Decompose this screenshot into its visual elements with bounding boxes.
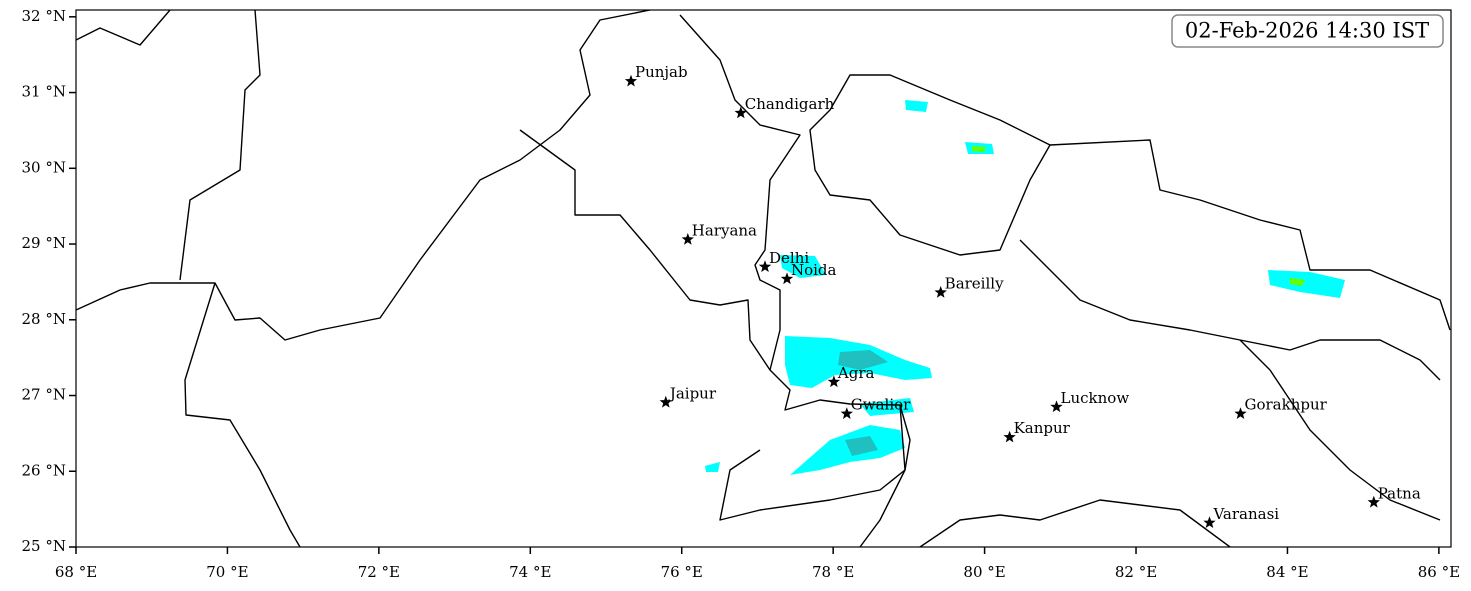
city-label: Bareilly: [945, 275, 1004, 293]
y-tick-label: 30 °N: [22, 158, 66, 176]
y-tick-label: 32 °N: [22, 7, 66, 25]
city-label: Gwalior: [851, 396, 911, 414]
boundary: [859, 404, 906, 547]
city-marker: [780, 272, 794, 285]
x-tick-label: 78 °E: [812, 563, 854, 581]
y-tick-label: 27 °N: [22, 386, 66, 404]
city-label: Noida: [791, 261, 837, 279]
city-marker: [1234, 407, 1247, 419]
x-tick-label: 72 °E: [358, 563, 400, 581]
timestamp: 02-Feb-2026 14:30 IST: [1185, 19, 1429, 43]
city-marker: [659, 395, 672, 408]
city-label: Kanpur: [1014, 419, 1071, 437]
boundary: [809, 74, 1051, 256]
city-marker: [934, 286, 947, 298]
city-marker: [1050, 400, 1063, 413]
x-tick-label: 74 °E: [509, 563, 551, 581]
plot-frame: [75, 9, 1452, 548]
city-marker: [840, 407, 853, 419]
boundary: [1049, 139, 1451, 331]
city-label: Delhi: [769, 249, 809, 267]
precip-area: [838, 350, 888, 370]
city-label: Varanasi: [1212, 505, 1279, 523]
x-tick-label: 84 °E: [1266, 563, 1308, 581]
x-tick-label: 86 °E: [1418, 563, 1460, 581]
precip-area: [790, 425, 905, 475]
city-label: Punjab: [635, 63, 688, 81]
boundary: [76, 10, 261, 281]
city-label: Patna: [1378, 484, 1421, 502]
annotation-box: [1171, 14, 1444, 48]
city-marker: [1203, 516, 1216, 528]
boundary: [1239, 339, 1441, 521]
precip-area: [972, 146, 986, 152]
city-marker: [827, 375, 841, 388]
x-tick-label: 70 °E: [206, 563, 248, 581]
boundary: [184, 282, 301, 547]
city-label: Gorakhpur: [1245, 396, 1328, 414]
city-marker: [681, 233, 694, 245]
city-label: Lucknow: [1061, 389, 1130, 407]
x-tick-label: 76 °E: [661, 563, 703, 581]
precip-area: [705, 462, 720, 472]
boundary: [679, 14, 801, 371]
y-tick-label: 31 °N: [22, 83, 66, 101]
boundary: [919, 499, 1231, 547]
city-marker: [734, 106, 747, 119]
precip-area: [1268, 270, 1345, 298]
x-tick-label: 80 °E: [963, 563, 1005, 581]
x-tick-label: 82 °E: [1115, 563, 1157, 581]
precip-area: [780, 255, 826, 278]
boundary: [519, 129, 911, 521]
y-tick-label: 28 °N: [22, 310, 66, 328]
city-label: Haryana: [692, 221, 757, 239]
x-tick-label: 68 °E: [55, 563, 97, 581]
y-tick-label: 25 °N: [22, 537, 66, 555]
precip-area: [1290, 278, 1305, 286]
map-layer: [76, 10, 1451, 547]
city-marker: [1367, 495, 1380, 508]
y-tick-label: 26 °N: [22, 461, 66, 479]
boundary: [1019, 239, 1441, 381]
city-marker: [1003, 430, 1016, 443]
city-label: Agra: [837, 364, 875, 382]
precip-area: [845, 436, 878, 456]
boundary: [76, 10, 651, 341]
y-tick-label: 29 °N: [22, 234, 66, 252]
city-label: Chandigarh: [745, 95, 835, 113]
city-label: Jaipur: [668, 384, 717, 402]
precip-area: [905, 100, 928, 112]
city-marker: [624, 74, 638, 87]
city-marker: [758, 260, 772, 272]
